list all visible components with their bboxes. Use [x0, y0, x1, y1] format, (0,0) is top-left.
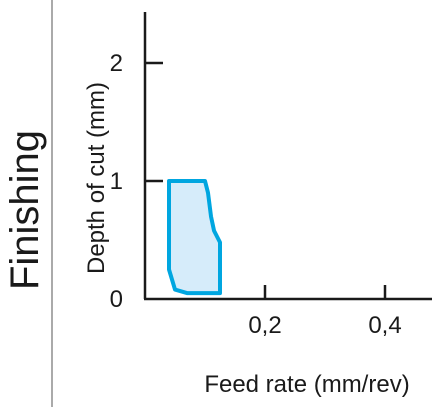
x-tick-label-1: 0,4: [368, 312, 401, 339]
x-tick-label-0: 0,2: [248, 312, 281, 339]
recommended-region: [167, 179, 222, 296]
plot-area: 0 1 2 0,2 0,4: [110, 12, 432, 339]
x-axis-title: Feed rate (mm/rev): [204, 371, 409, 398]
y-tick-label-0: 0: [110, 286, 123, 313]
y-tick-label-1: 1: [110, 168, 123, 195]
y-axis-title: Depth of cut (mm): [83, 82, 110, 274]
y-tick-label-2: 2: [110, 50, 123, 77]
section-label: Finishing: [3, 130, 47, 290]
